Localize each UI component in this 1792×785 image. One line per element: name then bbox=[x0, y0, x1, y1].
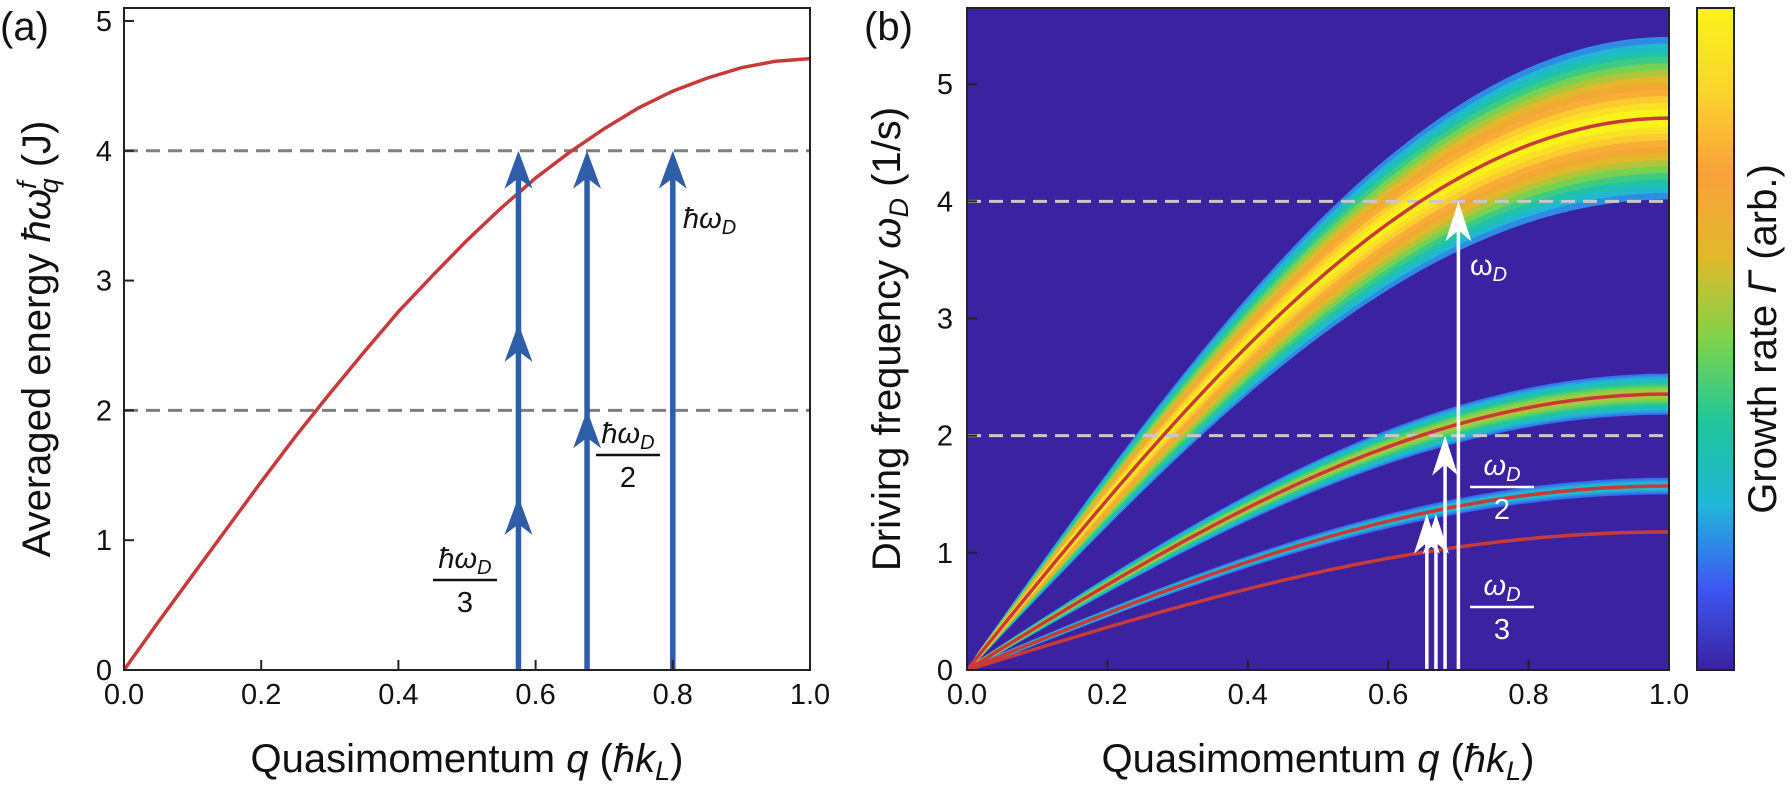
x-tick-label: 0.8 bbox=[1508, 679, 1548, 711]
panel-a-frame bbox=[123, 7, 811, 671]
fraction-denominator: 2 bbox=[620, 462, 636, 494]
arrow-head bbox=[573, 410, 602, 449]
y-tick-label: 5 bbox=[96, 6, 112, 38]
arrow-head bbox=[504, 150, 533, 189]
panel-a-label: (a) bbox=[0, 5, 49, 49]
panel-a-annotations: ħωD 3 ħωD 2 ħωD bbox=[433, 203, 736, 619]
x-tick-label: 0.2 bbox=[1087, 679, 1127, 711]
fraction-label: ħωD 2 bbox=[596, 418, 660, 494]
fraction-label: ωD 3 bbox=[1470, 570, 1534, 646]
omega-d-label: ħωD bbox=[683, 203, 736, 239]
fraction-denominator: 2 bbox=[1494, 494, 1510, 526]
panel-b-frame bbox=[966, 7, 1670, 671]
x-tick-label: 0.0 bbox=[947, 679, 987, 711]
panel-a-plot-area bbox=[124, 56, 810, 670]
dispersion-curve bbox=[124, 56, 810, 670]
panel-a-ticks: 0.0 0.2 0.4 0.6 0.8 1.0 0 1 2 3 4 5 bbox=[96, 6, 830, 711]
x-tick-label: 0.4 bbox=[1228, 679, 1268, 711]
arrow-head bbox=[1422, 513, 1449, 554]
band-curve bbox=[967, 392, 1669, 670]
panel-a-ylabel: Averaged energy ħωfq (J) bbox=[12, 121, 64, 558]
y-tick-label: 2 bbox=[937, 421, 953, 453]
x-tick-label: 0.6 bbox=[515, 679, 555, 711]
x-tick-label: 0.6 bbox=[1368, 679, 1408, 711]
y-tick-label: 0 bbox=[937, 655, 953, 687]
y-tick-label: 0 bbox=[96, 655, 112, 687]
panel-b-ticks: 0.0 0.2 0.4 0.6 0.8 1.0 0 1 2 3 4 5 bbox=[937, 69, 1689, 711]
band-curve bbox=[967, 484, 1669, 670]
y-tick-label: 2 bbox=[96, 395, 112, 427]
panel-b-xlabel: Quasimomentum q (ħkL) bbox=[1102, 737, 1535, 785]
x-tick-label: 1.0 bbox=[1649, 679, 1689, 711]
arrow-head bbox=[504, 323, 533, 362]
fraction-numerator: ħωD bbox=[601, 418, 654, 454]
arrow-head bbox=[1445, 201, 1472, 242]
x-tick-label: 0.4 bbox=[378, 679, 418, 711]
fraction-denominator: 3 bbox=[1494, 614, 1510, 646]
fraction-label: ħωD 3 bbox=[433, 543, 497, 619]
y-tick-label: 5 bbox=[937, 69, 953, 101]
y-tick-label: 4 bbox=[937, 186, 953, 218]
y-tick-label: 3 bbox=[937, 303, 953, 335]
colorbar bbox=[1696, 7, 1735, 671]
arrow-head bbox=[573, 150, 602, 189]
band-curve bbox=[967, 530, 1669, 670]
fraction-numerator: ωD bbox=[1483, 570, 1520, 606]
panel-b-annotations: ωD ωD 2 ωD 3 bbox=[1470, 250, 1534, 646]
band-curve bbox=[967, 116, 1669, 670]
fraction-denominator: 3 bbox=[457, 587, 473, 619]
fraction-label: ωD 2 bbox=[1470, 450, 1534, 526]
x-tick-label: 1.0 bbox=[790, 679, 830, 711]
colorbar-label: Growth rate Γ (arb.) bbox=[1741, 164, 1785, 514]
arrow-head bbox=[504, 496, 533, 535]
y-tick-label: 1 bbox=[937, 538, 953, 570]
panel-b: (b) 0.0 0.2 0.4 0.6 0.8 1.0 0 1 2 3 4 5 ωD ωD 2 ωD 3 Qu… bbox=[864, 5, 1785, 785]
resonance-band bbox=[967, 381, 1669, 670]
y-tick-label: 1 bbox=[96, 525, 112, 557]
x-tick-label: 0.2 bbox=[241, 679, 281, 711]
fraction-numerator: ħωD bbox=[438, 543, 491, 579]
omega-d-label: ωD bbox=[1470, 250, 1507, 286]
x-tick-label: 0.8 bbox=[653, 679, 693, 711]
arrow-head bbox=[658, 150, 687, 189]
arrow-head bbox=[1432, 435, 1459, 476]
panel-a-xlabel: Quasimomentum q (ħkL) bbox=[251, 737, 684, 785]
x-tick-label: 0.0 bbox=[104, 679, 144, 711]
y-tick-label: 3 bbox=[96, 266, 112, 298]
panel-b-label: (b) bbox=[864, 5, 913, 49]
fraction-numerator: ωD bbox=[1483, 450, 1520, 486]
resonance-band bbox=[967, 89, 1669, 670]
panel-b-ylabel: Driving frequency ωD (1/s) bbox=[865, 107, 914, 571]
y-tick-label: 4 bbox=[96, 136, 112, 168]
panel-b-plot-area bbox=[967, 8, 1669, 670]
